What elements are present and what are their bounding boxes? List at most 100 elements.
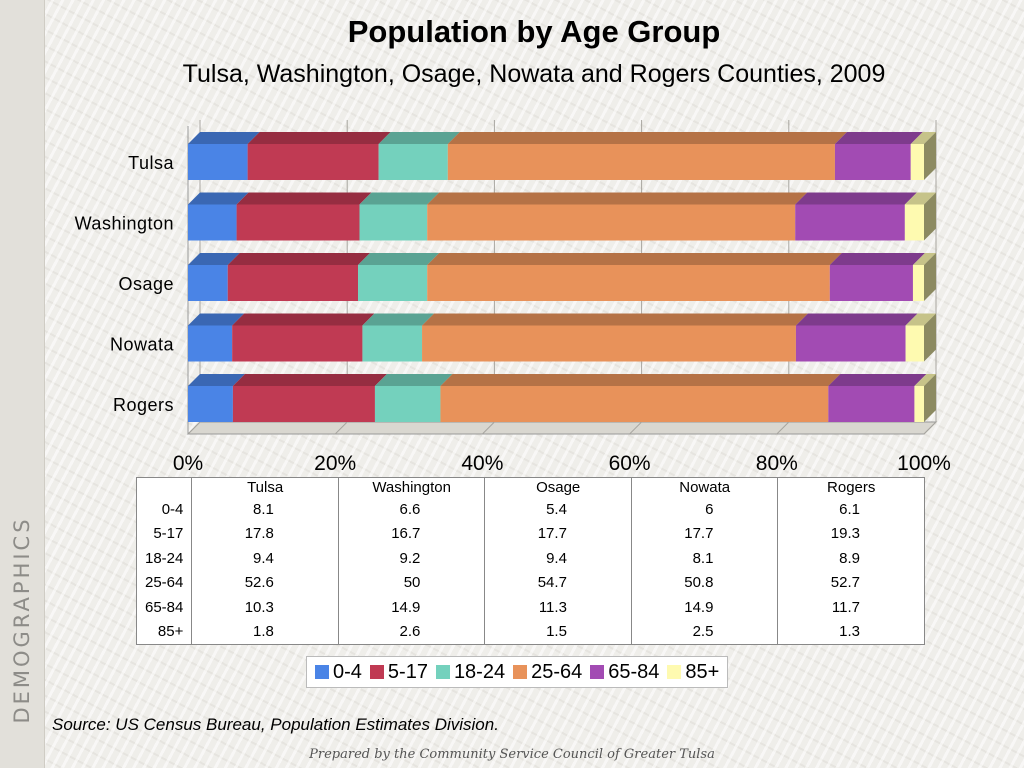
legend-item: 18-24 <box>435 660 506 684</box>
bar-tulsa-65-84-top <box>834 132 923 144</box>
table-cell: 50.8 <box>630 571 779 596</box>
table-cell: 2.6 <box>337 620 486 646</box>
table-column-header: Rogers <box>777 477 925 498</box>
table-cell: 1.8 <box>191 620 339 646</box>
side-label: DEMOGRAPHICS <box>10 516 34 724</box>
category-label: Tulsa <box>128 153 174 173</box>
bar-nowata-65-84 <box>795 325 906 362</box>
legend-swatch <box>369 665 384 679</box>
x-tick-label: 80% <box>756 452 798 475</box>
plot-floor <box>186 421 938 435</box>
bar-tulsa-85-top <box>910 132 936 144</box>
bar-nowata-5-17-top <box>232 313 375 326</box>
bar-nowata-85-top <box>905 313 936 326</box>
bar-osage-65-84-top <box>829 253 925 265</box>
chart-subtitle: Tulsa, Washington, Osage, Nowata and Rog… <box>182 60 886 88</box>
bar-osage-85 <box>912 265 924 301</box>
bar-washington-5-17 <box>236 204 360 241</box>
table-cell: 1.3 <box>777 620 925 646</box>
table-row-label: 65-84 <box>135 595 193 621</box>
table-cell: 14.9 <box>630 595 779 621</box>
bar-osage-85-top <box>912 253 936 265</box>
bar-nowata-18-24 <box>362 325 423 362</box>
table-cell: 8.1 <box>630 546 779 572</box>
table-row: 25-64 52.6 50 54.7 50.8 52.7 <box>135 571 925 596</box>
legend-swatch <box>435 665 450 679</box>
table-cell: 17.8 <box>191 522 339 547</box>
legend-swatch <box>513 665 528 679</box>
table-header-row: Tulsa Washington Osage Nowata Rogers <box>135 477 925 498</box>
table-cell: 6.1 <box>777 498 925 523</box>
bar-rogers-18-24-top <box>374 374 453 386</box>
bar-tulsa-65-84 <box>834 144 911 180</box>
bar-osage-25-64-top <box>427 253 842 265</box>
bar-rogers-65-84 <box>828 386 915 422</box>
bar-nowata-18-24-top <box>362 313 435 326</box>
bar-osage-5-17-top <box>227 253 371 265</box>
bar-rogers-end-face <box>924 374 936 422</box>
bar-washington-18-24-top <box>359 192 440 205</box>
bar-washington-18-24 <box>359 204 428 241</box>
legend-label: 65-84 <box>608 660 660 683</box>
bar-washington-25-64-top <box>427 192 808 205</box>
table-row: 5-17 17.8 16.7 17.7 17.7 19.3 <box>135 522 925 547</box>
table-cell: 14.9 <box>337 595 486 621</box>
bar-washington-end-face <box>924 192 936 241</box>
bar-osage-18-24 <box>358 265 428 301</box>
stacked-bar-chart: 0% 20% 40% 60% 80% 100% Tulsa Washington Osage No… <box>75 120 951 475</box>
table-row: 85+ 1.8 2.6 1.5 2.5 1.3 <box>135 620 925 646</box>
table-column-header: Nowata <box>630 477 779 498</box>
bar-rogers-65-84-top <box>828 374 927 386</box>
legend-swatch <box>315 665 329 679</box>
table-cell: 6.6 <box>337 498 486 523</box>
table-cell: 6 <box>630 498 779 523</box>
table-column-header: Tulsa <box>191 477 339 498</box>
bar-nowata-0-4 <box>188 325 233 362</box>
table-cell: 50 <box>337 571 486 596</box>
category-label: Nowata <box>110 335 175 355</box>
legend-item: 85+ <box>667 661 719 684</box>
bar-osage-0-4-top <box>188 253 240 265</box>
table-cell: 5.4 <box>484 498 632 523</box>
bar-osage-25-64 <box>427 265 830 301</box>
table-cell: 11.7 <box>777 595 925 621</box>
table-row: 18-24 9.4 9.2 9.4 8.1 8.9 <box>135 546 925 572</box>
bar-rogers-85-top <box>914 374 936 386</box>
bar-osage-65-84 <box>829 265 913 301</box>
table-row-label: 0-4 <box>135 498 193 523</box>
bar-washington-85 <box>904 204 924 241</box>
bar-tulsa-0-4 <box>188 144 248 180</box>
bar-tulsa-85 <box>910 144 924 180</box>
chart-title: Population by Age Group <box>347 14 721 49</box>
bar-nowata-25-64 <box>422 325 796 362</box>
bar-nowata-0-4-top <box>188 313 245 326</box>
table-cell: 2.5 <box>630 620 779 646</box>
table-row-label: 85+ <box>135 620 193 646</box>
table-cell: 9.4 <box>191 546 339 572</box>
bar-nowata-65-84-top <box>795 313 918 326</box>
bar-osage-end-face <box>924 253 936 301</box>
category-label: Rogers <box>113 395 174 415</box>
x-tick-label: 20% <box>314 452 356 475</box>
bar-rogers-25-64 <box>440 386 829 422</box>
x-tick-label: 0% <box>173 452 203 475</box>
legend-label: 18-24 <box>453 660 506 683</box>
table-corner <box>135 477 193 498</box>
table-row-label: 5-17 <box>135 522 193 547</box>
table-cell: 17.7 <box>630 522 779 547</box>
legend-swatch <box>590 665 605 679</box>
bar-washington-0-4-top <box>188 192 249 205</box>
legend-item: 0-4 <box>315 661 362 684</box>
table-row: 0-4 8.1 6.6 5.4 6 6.1 <box>135 498 925 523</box>
bar-washington-5-17-top <box>236 192 372 205</box>
table-row-label: 18-24 <box>135 546 193 572</box>
table-cell: 52.7 <box>777 571 925 596</box>
bar-nowata-25-64-top <box>422 313 808 326</box>
bar-tulsa-end-face <box>924 132 936 180</box>
bar-tulsa-25-64 <box>447 144 835 180</box>
bar-rogers-0-4-top <box>188 374 245 386</box>
bar-osage-0-4 <box>188 265 228 301</box>
bar-rogers-25-64-top <box>440 374 841 386</box>
legend-item: 5-17 <box>369 661 428 684</box>
bar-osage-18-24-top <box>358 253 440 265</box>
